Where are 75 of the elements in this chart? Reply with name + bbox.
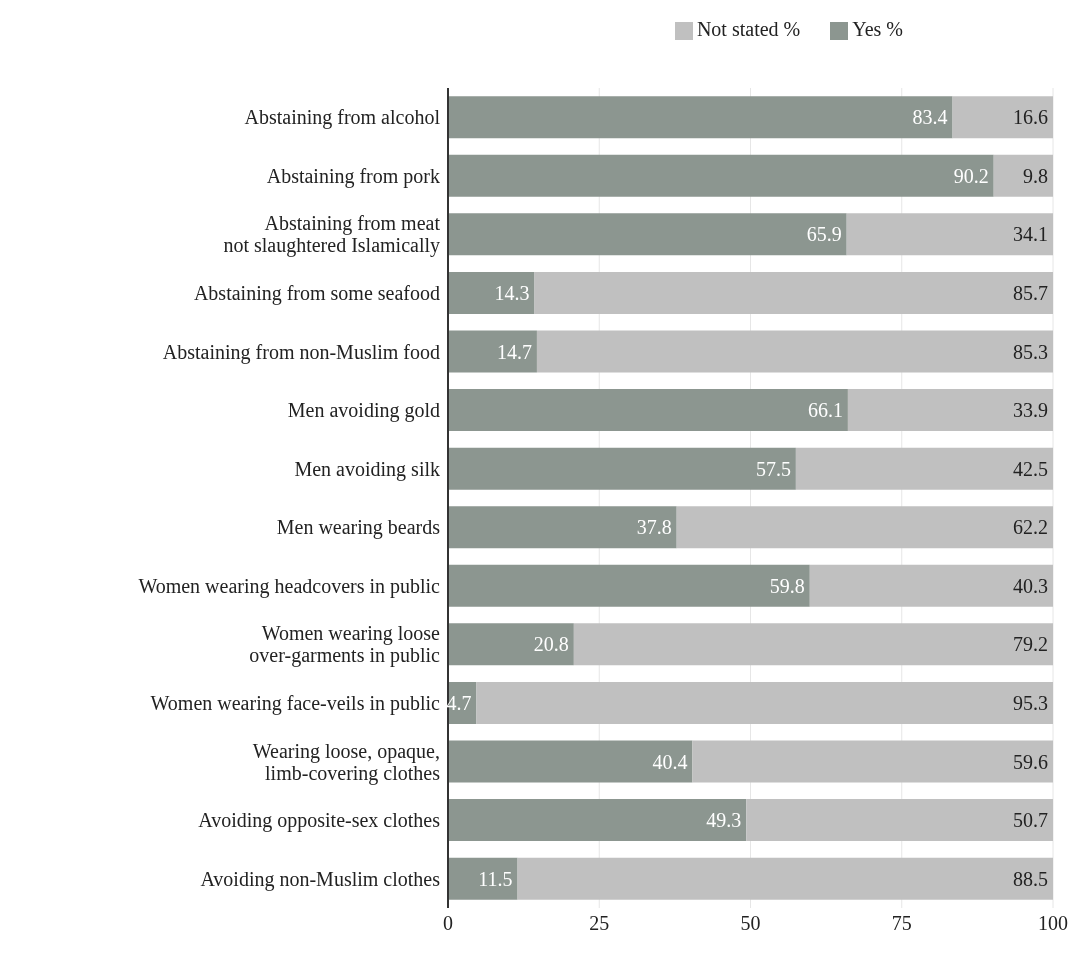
bar [746,799,1053,842]
bar [795,447,1053,490]
data-label: 9.8 [1023,164,1048,187]
y-tick-label: Wearing loose, opaque, limb-covering clothes [252,739,441,785]
y-tick-label: Men avoiding silk [294,457,440,481]
bar [448,154,994,197]
data-label: 11.5 [478,867,513,890]
bar [993,154,1053,197]
legend-label: Not stated % [696,18,801,40]
bar [448,857,518,900]
data-label: 49.3 [706,809,742,832]
x-tick-label: 75 [891,912,912,935]
y-tick-label: Abstaining from some seafood [193,282,440,305]
data-label: 37.8 [636,516,672,539]
x-tick-label: 0 [443,912,453,935]
y-tick-label: Women wearing face-veils in public [150,692,441,715]
data-label: 33.9 [1013,399,1048,422]
y-tick-label: Avoiding opposite-sex clothes [198,809,441,833]
bar [448,389,848,432]
bar [448,330,537,373]
x-tick-label: 50 [740,912,761,935]
y-tick-label: Men wearing beards [276,516,441,540]
data-label: 62.2 [1013,516,1048,539]
bar [448,623,574,666]
bar [809,564,1053,607]
bar [676,506,1053,549]
bar [448,447,796,490]
data-label: 95.3 [1013,692,1048,715]
bar [448,271,535,314]
bar [846,213,1053,256]
bar [536,330,1053,373]
y-tick-label: Abstaining from non-Muslim food [162,340,440,364]
bar [517,857,1053,900]
bar [448,506,677,549]
data-label: 50.7 [1013,809,1048,832]
bar [573,623,1053,666]
data-label: 65.9 [806,223,842,246]
y-tick-label: Women wearing loose over-garments in public [249,622,441,668]
data-label: 66.1 [807,399,843,422]
data-label: 90.2 [953,164,989,187]
x-tick-label: 100 [1038,912,1068,935]
data-label: 57.5 [755,457,791,480]
bar [448,564,810,607]
data-label: 34.1 [1013,223,1048,246]
legend-label: Yes % [852,18,903,40]
bar [692,740,1053,783]
data-label: 20.8 [533,633,569,656]
bar [448,799,747,842]
data-label: 85.7 [1013,282,1048,305]
data-label: 59.6 [1013,750,1048,773]
bar [448,740,693,783]
y-tick-label: Avoiding non-Muslim clothes [200,867,441,891]
y-tick-label: Men avoiding gold [287,399,440,423]
y-tick-label: Abstaining from alcohol [244,106,441,130]
data-label: 14.7 [496,340,532,363]
bar [847,389,1053,432]
x-tick-label: 25 [589,912,610,935]
data-label: 16.6 [1013,106,1048,129]
data-label: 83.4 [912,106,948,129]
data-label: 42.5 [1013,457,1048,480]
data-label: 40.3 [1013,574,1048,597]
bar [448,96,953,139]
bar [952,96,1053,139]
bar [448,213,847,256]
bar [476,681,1053,724]
data-label: 79.2 [1013,633,1048,656]
bar [534,271,1053,314]
data-label: 59.8 [769,574,805,597]
data-label: 88.5 [1013,867,1048,890]
y-tick-label: Abstaining from pork [266,164,440,188]
y-tick-label: Abstaining from meat not slaughtered Islamically [223,212,441,258]
y-tick-label: Women wearing headcovers in public [138,574,441,598]
data-label: 14.3 [494,282,530,305]
data-label: 40.4 [652,750,688,773]
data-label: 85.3 [1013,340,1048,363]
